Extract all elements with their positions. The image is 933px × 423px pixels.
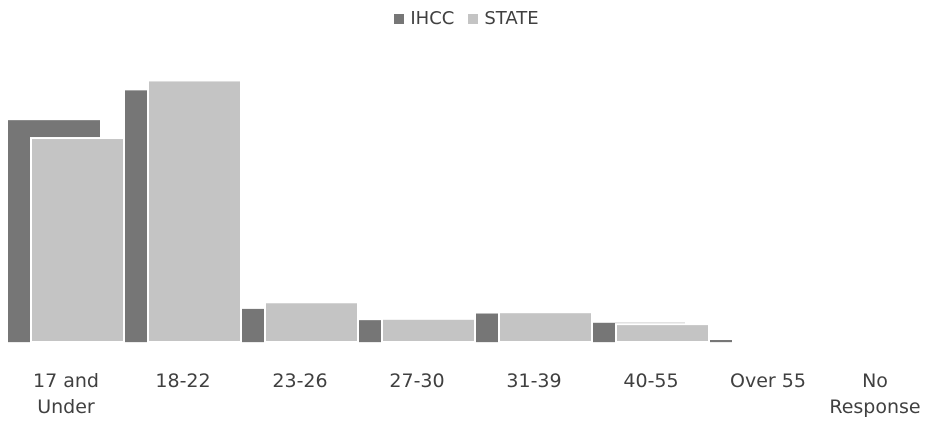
legend-swatch-ihcc xyxy=(394,13,405,24)
bar-state-6 xyxy=(732,339,827,344)
bar-state-4 xyxy=(498,311,593,344)
bar-state-0 xyxy=(30,137,125,343)
legend-label-state: STATE xyxy=(484,8,539,29)
category-label: 27-30 xyxy=(389,370,445,392)
category-label: 23-26 xyxy=(272,370,328,392)
bar-state-3 xyxy=(381,317,476,344)
bar-state-1 xyxy=(147,79,242,344)
category-label: Over 55 xyxy=(730,370,806,392)
category-label: 17 and Under xyxy=(33,370,99,418)
legend-item-ihcc: IHCC xyxy=(394,8,454,29)
category-label: No Response xyxy=(829,370,921,418)
bar-state-2 xyxy=(264,301,359,343)
category-label: 18-22 xyxy=(155,370,211,392)
legend-item-state: STATE xyxy=(468,8,539,29)
bar-state-5 xyxy=(615,323,710,343)
category-label: 31-39 xyxy=(506,370,562,392)
category-label: 40-55 xyxy=(623,370,679,392)
legend-label-ihcc: IHCC xyxy=(410,8,455,29)
legend-swatch-state xyxy=(468,13,479,24)
chart-legend: IHCC STATE xyxy=(0,8,933,29)
